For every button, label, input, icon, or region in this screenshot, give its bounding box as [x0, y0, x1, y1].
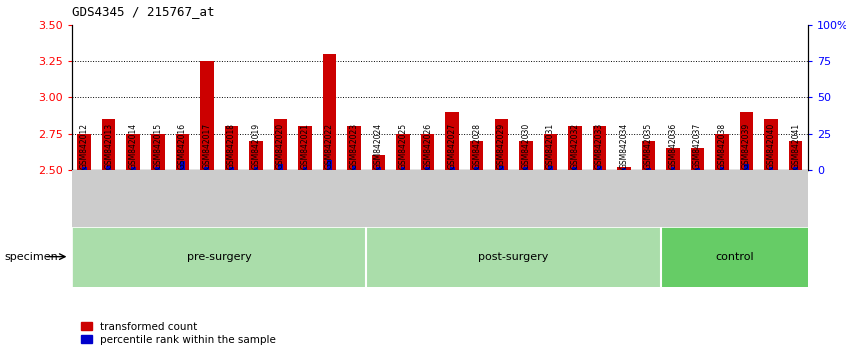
Bar — [618, 167, 630, 170]
Bar — [421, 133, 434, 170]
Bar — [274, 119, 287, 170]
Bar — [156, 167, 160, 170]
Bar — [366, 227, 661, 287]
Bar — [401, 167, 405, 170]
Bar — [744, 164, 749, 170]
Bar — [131, 167, 135, 170]
Bar — [716, 133, 728, 170]
Bar — [372, 155, 385, 170]
Bar — [642, 141, 655, 170]
Bar — [254, 167, 258, 170]
Bar — [646, 169, 651, 170]
Bar — [597, 166, 602, 170]
Bar — [495, 119, 508, 170]
Bar — [180, 161, 184, 170]
Bar — [72, 227, 366, 287]
Bar — [446, 112, 459, 170]
Bar — [176, 133, 189, 170]
Bar — [720, 167, 724, 170]
Bar — [205, 167, 209, 170]
Bar — [671, 167, 675, 170]
Text: control: control — [715, 252, 754, 262]
Bar — [661, 227, 808, 287]
Bar — [303, 167, 307, 170]
Bar — [151, 133, 164, 170]
Bar — [769, 167, 773, 170]
Bar — [348, 126, 360, 170]
Bar — [765, 119, 777, 170]
Bar — [82, 167, 86, 170]
Bar — [352, 166, 356, 170]
Bar — [278, 164, 283, 170]
Bar — [250, 141, 262, 170]
Bar — [376, 167, 381, 170]
Bar — [450, 167, 454, 170]
Bar — [544, 133, 557, 170]
Bar — [327, 160, 332, 170]
Bar — [475, 167, 479, 170]
Bar — [622, 169, 626, 170]
Bar — [695, 169, 700, 170]
Bar — [593, 126, 606, 170]
Text: post-surgery: post-surgery — [478, 252, 549, 262]
Bar — [740, 112, 753, 170]
Bar — [524, 167, 528, 170]
Bar — [789, 141, 802, 170]
Bar — [573, 167, 577, 170]
Bar — [229, 167, 233, 170]
Bar — [499, 166, 503, 170]
Bar — [299, 126, 311, 170]
Text: pre-surgery: pre-surgery — [187, 252, 251, 262]
Bar — [667, 148, 679, 170]
Legend: transformed count, percentile rank within the sample: transformed count, percentile rank withi… — [77, 317, 280, 349]
Text: specimen: specimen — [4, 252, 58, 262]
Bar — [569, 126, 581, 170]
Bar — [201, 61, 213, 170]
Bar — [225, 126, 238, 170]
Bar — [397, 133, 409, 170]
Bar — [794, 167, 798, 170]
Bar — [426, 167, 430, 170]
Text: GDS4345 / 215767_at: GDS4345 / 215767_at — [72, 5, 214, 18]
Bar — [107, 166, 111, 170]
Bar — [78, 133, 91, 170]
Bar — [691, 148, 704, 170]
Bar — [470, 141, 483, 170]
Bar — [519, 141, 532, 170]
Bar — [102, 119, 115, 170]
Bar — [548, 166, 552, 170]
Bar — [127, 133, 140, 170]
Bar — [323, 54, 336, 170]
